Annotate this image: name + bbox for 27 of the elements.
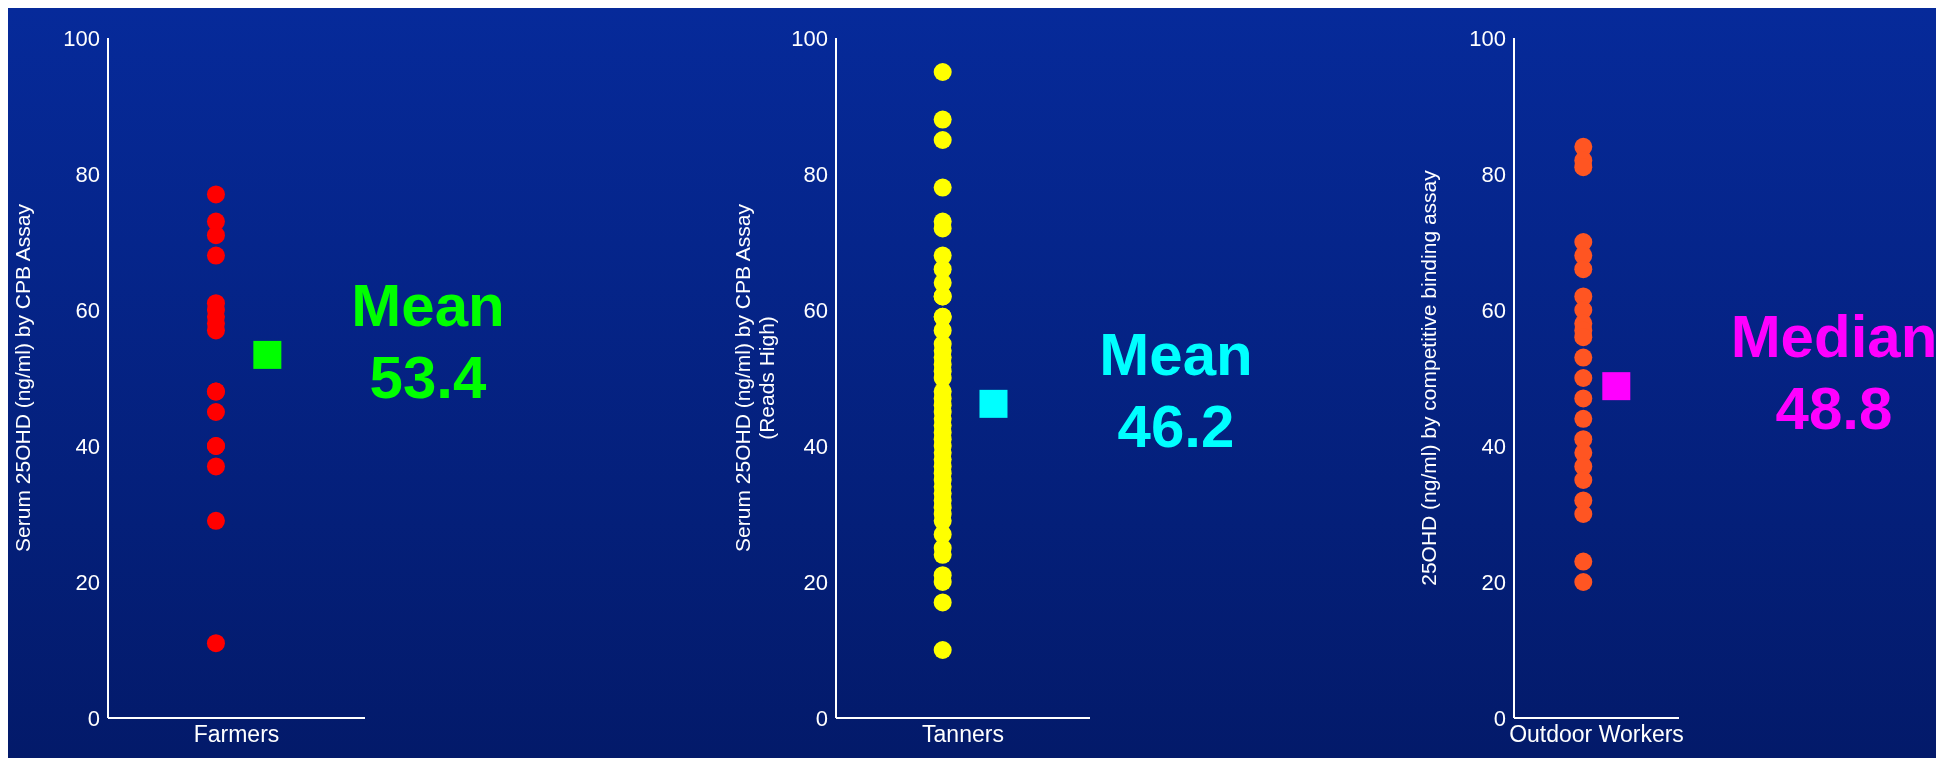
y-tick-label: 0	[815, 705, 828, 731]
y-tick-label: 20	[75, 569, 100, 595]
y-tick-label: 60	[75, 297, 100, 323]
y-axis-title: Serum 25OHD (ng/ml) by CPB Assay (Reads High)	[731, 203, 778, 552]
y-tick-label: 0	[87, 705, 100, 731]
x-tick-label: Outdoor Workers	[1509, 721, 1684, 748]
text: Median 48.8	[1729, 302, 1939, 445]
y-axis-title: Serum 25OHD (ng/ml) by CPB Assay	[11, 203, 34, 552]
annotation: Mean 53.4	[350, 270, 506, 413]
y-tick-label: 20	[803, 569, 828, 595]
y-tick-label: 40	[803, 433, 828, 459]
y-tick-label: 40	[1481, 433, 1506, 459]
text: Mean 46.2	[1098, 319, 1254, 462]
y-tick-label: 100	[791, 25, 828, 51]
y-tick-label: 60	[1481, 297, 1506, 323]
y-tick-label: 100	[63, 25, 100, 51]
y-tick-label: 80	[75, 161, 100, 187]
y-tick-label: 80	[1481, 161, 1506, 187]
x-tick-label: Farmers	[193, 721, 280, 748]
y-tick-label: 100	[1469, 25, 1506, 51]
y-tick-label: 40	[75, 433, 100, 459]
y-tick-label: 80	[803, 161, 828, 187]
y-tick-label: 0	[1493, 705, 1506, 731]
y-tick-label: 60	[803, 297, 828, 323]
y-axis-title: 25OHD (ng/ml) by competitive binding assay	[1417, 169, 1440, 586]
y-tick-label: 20	[1481, 569, 1506, 595]
x-tick-label: Tanners	[922, 721, 1004, 748]
